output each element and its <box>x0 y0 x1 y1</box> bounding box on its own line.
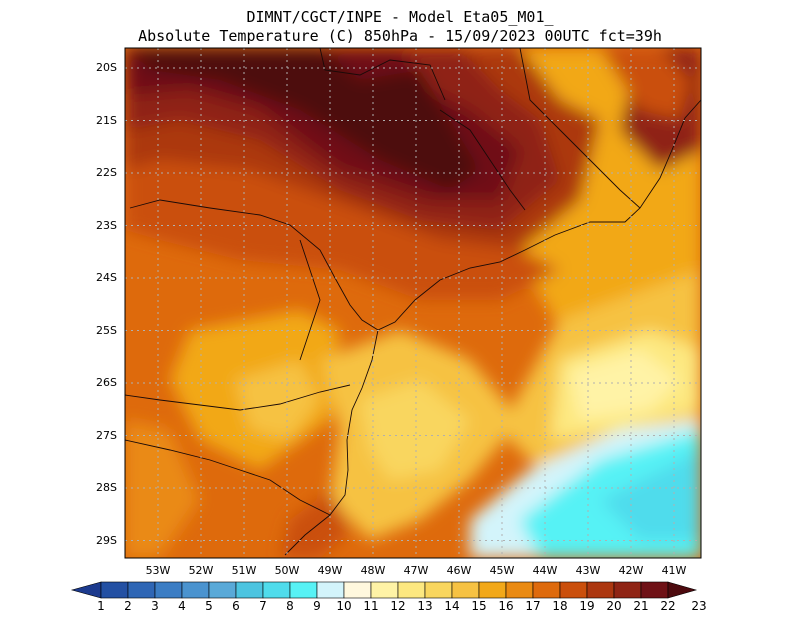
colorbar-swatch <box>478 581 507 599</box>
colorbar-label: 22 <box>660 599 676 613</box>
lon-label: 52W <box>188 564 214 577</box>
colorbar-swatch <box>100 581 129 599</box>
colorbar-swatch <box>154 581 183 599</box>
colorbar-swatch <box>613 581 642 599</box>
lon-label: 42W <box>618 564 644 577</box>
lon-label: 41W <box>661 564 687 577</box>
lon-label: 46W <box>446 564 472 577</box>
colorbar-swatch <box>181 581 210 599</box>
lon-label: 45W <box>489 564 515 577</box>
lat-label: 26S <box>96 376 117 389</box>
lon-label: 50W <box>274 564 300 577</box>
lon-label: 43W <box>575 564 601 577</box>
colorbar-swatch <box>397 581 426 599</box>
colorbar-label: 20 <box>606 599 622 613</box>
lat-label: 22S <box>96 166 117 179</box>
colorbar-label: 17 <box>525 599 541 613</box>
chart-title-line2: Absolute Temperature (C) 850hPa - 15/09/… <box>138 27 662 45</box>
colorbar-swatch <box>586 581 615 599</box>
lat-label: 24S <box>96 271 117 284</box>
lon-label: 51W <box>231 564 257 577</box>
lat-label: 21S <box>96 114 117 127</box>
lat-label: 29S <box>96 534 117 547</box>
colorbar-swatch <box>640 581 669 599</box>
plot-frame <box>124 47 702 559</box>
colorbar-label: 2 <box>124 599 132 613</box>
colorbar-label: 8 <box>286 599 294 613</box>
lat-label: 28S <box>96 481 117 494</box>
chart-title-line1: DIMNT/CGCT/INPE - Model Eta05_M01_ <box>246 8 554 26</box>
lat-label: 20S <box>96 61 117 74</box>
colorbar-swatch <box>559 581 588 599</box>
colorbar-swatch <box>451 581 480 599</box>
colorbar-label: 12 <box>390 599 406 613</box>
colorbar-swatch <box>424 581 453 599</box>
colorbar-label: 11 <box>363 599 379 613</box>
lon-label: 49W <box>317 564 343 577</box>
colorbar-swatch <box>208 581 237 599</box>
colorbar-label: 1 <box>97 599 105 613</box>
colorbar-swatch <box>289 581 318 599</box>
state-border <box>299 239 321 361</box>
colorbar-swatch <box>235 581 264 599</box>
colorbar-label: 6 <box>232 599 240 613</box>
colorbar-swatch <box>532 581 561 599</box>
lon-label: 48W <box>360 564 386 577</box>
boundary-line <box>129 99 701 331</box>
colorbar-label: 3 <box>151 599 159 613</box>
colorbar-label: 5 <box>205 599 213 613</box>
river-line <box>319 48 446 101</box>
colorbar-swatch <box>316 581 345 599</box>
lat-label: 25S <box>96 324 117 337</box>
colorbar-swatch <box>505 581 534 599</box>
colorbar-swatch <box>343 581 372 599</box>
temperature-field <box>125 48 701 558</box>
colorbar-swatch <box>262 581 291 599</box>
colorbar-arrow-right <box>667 581 698 599</box>
colorbar-label: 14 <box>444 599 460 613</box>
colorbar-label: 4 <box>178 599 186 613</box>
colorbar-label: 21 <box>633 599 649 613</box>
colorbar-label: 23 <box>691 599 707 613</box>
colorbar <box>70 581 698 599</box>
colorbar-label: 15 <box>471 599 487 613</box>
country-border <box>125 439 331 516</box>
river-line <box>439 109 526 211</box>
boundaries <box>125 48 701 556</box>
colorbar-label: 16 <box>498 599 514 613</box>
lon-label: 44W <box>532 564 558 577</box>
state-border <box>519 48 641 209</box>
colorbar-swatch <box>370 581 399 599</box>
colorbar-swatch <box>127 581 156 599</box>
lon-label: 47W <box>403 564 429 577</box>
colorbar-label: 9 <box>313 599 321 613</box>
colorbar-label: 18 <box>552 599 568 613</box>
colorbar-arrow-left <box>70 581 102 599</box>
colorbar-label: 13 <box>417 599 433 613</box>
lat-label: 27S <box>96 429 117 442</box>
state-border <box>125 384 351 411</box>
lat-label: 23S <box>96 219 117 232</box>
lon-label: 53W <box>145 564 171 577</box>
colorbar-label: 10 <box>336 599 352 613</box>
grid <box>125 48 701 558</box>
coastline <box>284 329 379 556</box>
colorbar-label: 19 <box>579 599 595 613</box>
colorbar-label: 7 <box>259 599 267 613</box>
